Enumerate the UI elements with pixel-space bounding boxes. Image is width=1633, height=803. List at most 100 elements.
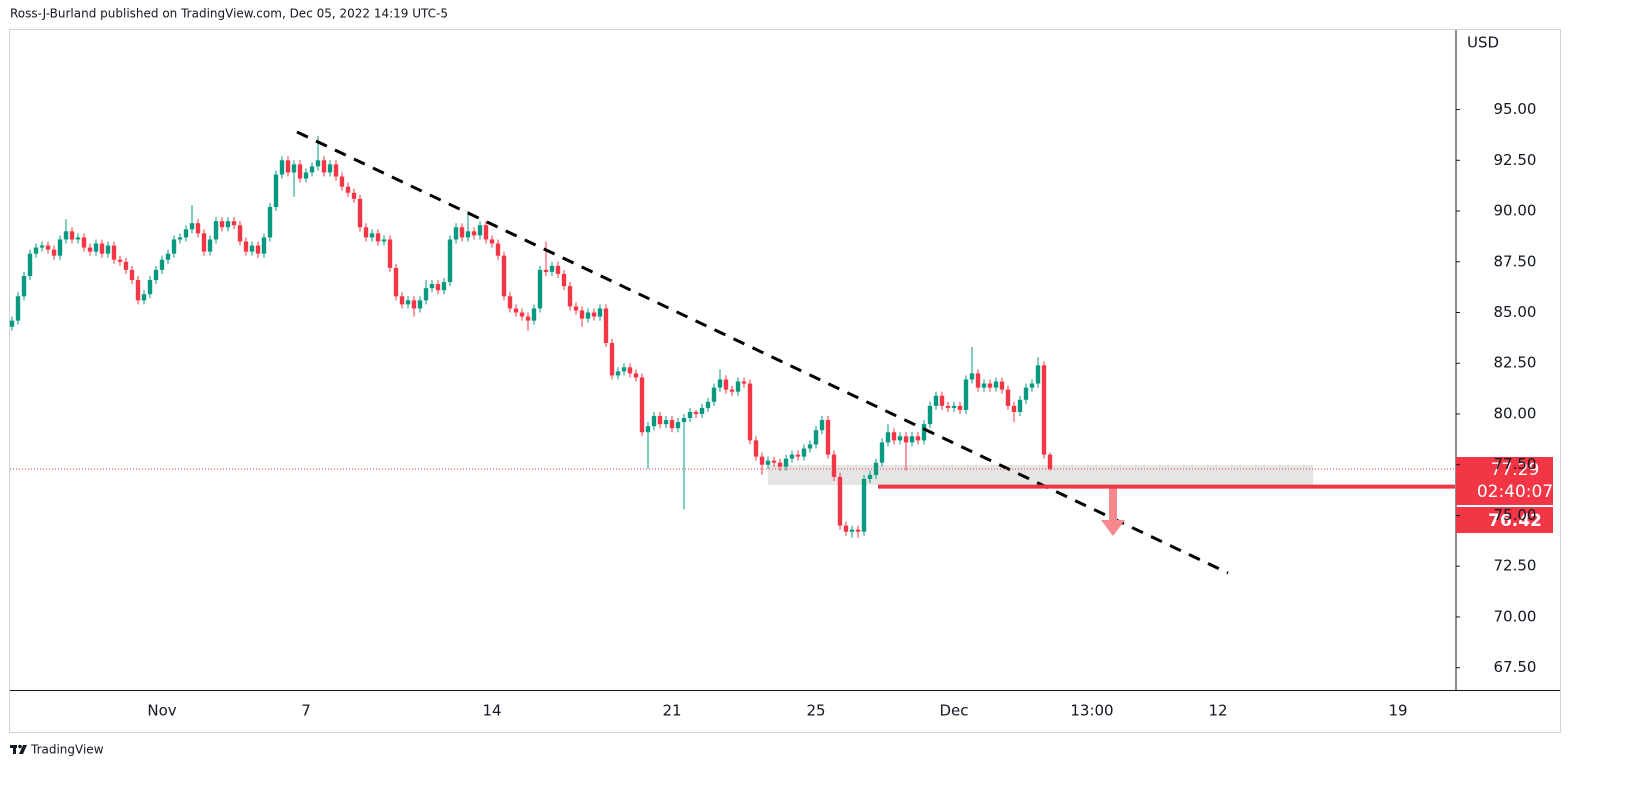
- candle-body: [285, 160, 291, 173]
- candle-body: [627, 367, 633, 374]
- candle-body: [885, 432, 891, 443]
- candle-body: [837, 476, 843, 526]
- candle-body: [795, 454, 801, 457]
- x-tick-label: 12: [1208, 702, 1227, 720]
- candle-body: [741, 381, 747, 384]
- candle-body: [327, 164, 333, 173]
- candle-body: [1011, 405, 1017, 412]
- candle-body: [957, 405, 963, 410]
- y-tick-label: 90.00: [1494, 202, 1537, 220]
- candle-body: [771, 460, 777, 463]
- candle-body: [663, 420, 669, 425]
- brand: TradingView: [30, 743, 104, 757]
- candle-body: [645, 426, 651, 433]
- candle-body: [699, 407, 705, 414]
- candle-body: [135, 280, 141, 301]
- candle-body: [63, 231, 69, 240]
- candle-body: [315, 160, 321, 167]
- candle-body: [129, 269, 135, 281]
- candle-body: [579, 310, 585, 319]
- candle-body: [717, 379, 723, 388]
- candle-body: [339, 176, 345, 187]
- candle-body: [447, 239, 453, 283]
- candle-body: [501, 255, 507, 297]
- arrow-head: [1101, 520, 1125, 536]
- candle-body: [27, 253, 33, 276]
- candle-body: [1035, 365, 1041, 384]
- y-tick-label: 82.50: [1494, 354, 1537, 372]
- candle-body: [453, 227, 459, 240]
- candle-body: [657, 416, 663, 425]
- candle-body: [195, 223, 201, 234]
- candle-body: [177, 237, 183, 240]
- candle-body: [489, 239, 495, 244]
- candle-body: [537, 269, 543, 309]
- candle-body: [357, 198, 363, 228]
- candle-body: [975, 373, 981, 388]
- candle-body: [471, 231, 477, 236]
- arrow-shaft: [1109, 486, 1117, 520]
- candle-body: [273, 174, 279, 207]
- level-box: [1456, 506, 1553, 533]
- y-tick-label: 80.00: [1494, 404, 1537, 422]
- candle-body: [105, 245, 111, 254]
- candle-body: [897, 436, 903, 441]
- y-tick-label: 67.50: [1494, 658, 1537, 676]
- candle-body: [891, 432, 897, 441]
- candle-body: [495, 243, 501, 256]
- candle-body: [807, 444, 813, 449]
- candle-body: [555, 265, 561, 274]
- candle-body: [849, 529, 855, 532]
- x-tick-label: 7: [301, 702, 311, 720]
- candle-body: [9, 320, 15, 327]
- candle-body: [57, 239, 63, 256]
- candle-body: [153, 269, 159, 281]
- brand-logo: [10, 744, 27, 754]
- candle-body: [363, 227, 369, 238]
- candle-body: [117, 259, 123, 262]
- candle-body: [15, 296, 21, 321]
- candle-body: [819, 420, 825, 431]
- candle-body: [201, 233, 207, 252]
- candle-body: [585, 312, 591, 319]
- candle-body: [753, 440, 759, 457]
- candle-body: [573, 306, 579, 311]
- y-tick-label: 70.00: [1494, 607, 1537, 625]
- candle-body: [825, 420, 831, 455]
- candle-body: [399, 296, 405, 305]
- y-tick-label: 95.00: [1494, 100, 1537, 118]
- candle-body: [729, 389, 735, 392]
- candle-body: [705, 401, 711, 408]
- countdown-label: 02:40:07: [1477, 482, 1553, 502]
- currency-label: USD: [1467, 34, 1499, 52]
- candle-body: [231, 221, 237, 226]
- candle-body: [591, 312, 597, 317]
- candle-body: [639, 377, 645, 433]
- candle-body: [465, 231, 471, 238]
- candle-body: [69, 231, 75, 240]
- candle-body: [993, 381, 999, 388]
- candle-body: [1047, 454, 1053, 469]
- x-tick-label: 14: [482, 702, 501, 720]
- candle-body: [225, 221, 231, 228]
- candle-body: [141, 294, 147, 301]
- candle-body: [39, 245, 45, 248]
- candle-body: [549, 265, 555, 272]
- candle-body: [801, 448, 807, 457]
- candle-body: [189, 223, 195, 230]
- x-tick-label: Dec: [939, 702, 968, 720]
- candle-body: [123, 261, 129, 270]
- candle-body: [939, 395, 945, 406]
- candle-body: [843, 525, 849, 532]
- candle-body: [669, 420, 675, 429]
- x-tick-label: 19: [1388, 702, 1407, 720]
- candle-body: [1029, 383, 1035, 388]
- candle-body: [219, 221, 225, 228]
- candle-body: [111, 245, 117, 260]
- candle-body: [693, 411, 699, 414]
- logo-part: [18, 744, 22, 749]
- candle-body: [909, 436, 915, 443]
- x-tick-label: 13:00: [1070, 702, 1113, 720]
- candle-body: [291, 164, 297, 173]
